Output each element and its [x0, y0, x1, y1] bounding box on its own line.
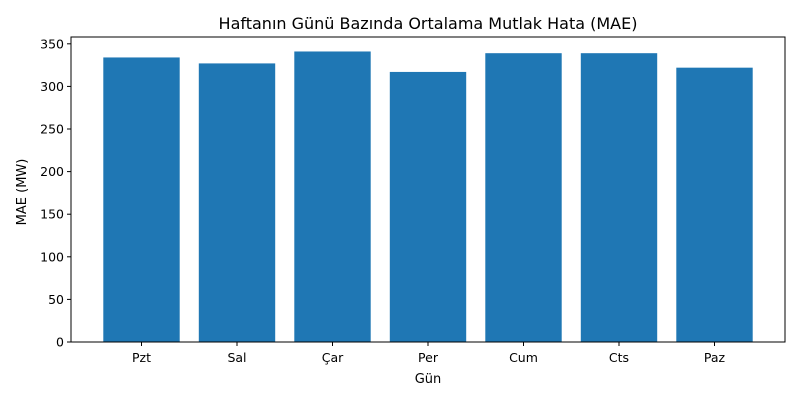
y-tick-label: 350 [40, 36, 64, 51]
bar-1 [198, 63, 276, 342]
chart-title: Haftanın Günü Bazında Ortalama Mutlak Ha… [219, 14, 638, 33]
x-tick-label: Sal [227, 350, 246, 365]
x-tick-label: Paz [704, 350, 726, 365]
y-axis-ticks: 0 50 100 150 200 250 300 350 [40, 36, 71, 350]
y-tick-label: 50 [48, 292, 64, 307]
bar-6 [676, 67, 753, 343]
bar-2 [294, 51, 371, 342]
bar-3 [389, 71, 467, 343]
y-tick-label: 200 [40, 164, 64, 179]
bars-group [103, 51, 753, 343]
bar-4 [485, 53, 562, 342]
x-tick-label: Çar [322, 350, 344, 365]
x-axis-ticks: Pzt Sal Çar Per Cum Cts Paz [132, 342, 726, 365]
y-axis-label: MAE (MW) [15, 159, 30, 226]
bar-5 [580, 53, 658, 342]
y-tick-label: 100 [40, 249, 64, 264]
y-tick-label: 300 [40, 79, 64, 94]
plot-frame [70, 36, 786, 343]
y-tick-label: 150 [40, 207, 64, 222]
bar-0 [103, 57, 180, 342]
x-axis-label: Gün [415, 372, 442, 387]
x-tick-label: Cum [509, 350, 538, 365]
y-tick-label: 0 [56, 335, 64, 350]
x-tick-label: Pzt [132, 350, 151, 365]
y-tick-label: 250 [40, 122, 64, 137]
x-tick-label: Per [418, 350, 439, 365]
x-tick-label: Cts [609, 350, 629, 365]
